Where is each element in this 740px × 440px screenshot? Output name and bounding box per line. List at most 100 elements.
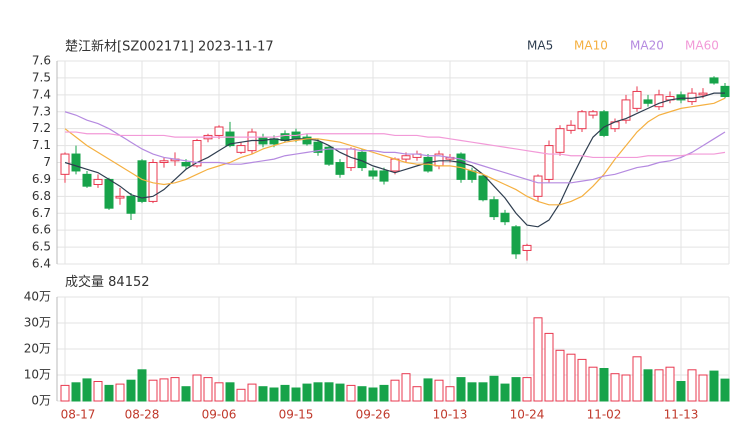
y-tick-label: 7.6: [32, 54, 51, 68]
candle-body: [60, 153, 70, 175]
volume-bar: [445, 386, 455, 402]
y-tick-label: 6.8: [32, 189, 51, 203]
y-tick-label: 40万: [24, 290, 51, 304]
y-tick-label: 6.6: [32, 223, 51, 237]
volume-bar: [225, 382, 235, 402]
candle-body: [654, 94, 664, 108]
y-tick-label: 7.1: [32, 138, 51, 152]
volume-bar: [588, 366, 598, 402]
candle-body: [555, 128, 565, 153]
candle-body: [698, 92, 708, 96]
candle-body: [192, 140, 202, 167]
candle-body: [489, 199, 499, 218]
candle-body: [368, 170, 378, 177]
y-tick-label: 6.4: [32, 257, 51, 271]
candle-body: [390, 158, 400, 172]
candle-body: [225, 131, 235, 147]
volume-bar: [192, 374, 202, 402]
candle-body: [577, 111, 587, 130]
x-tick-label: 09-15: [279, 408, 314, 422]
volume-bar: [577, 358, 587, 402]
volume-bar: [533, 317, 543, 402]
volume-bar: [335, 383, 345, 402]
candle-body: [159, 160, 169, 164]
volume-bar: [104, 384, 114, 402]
legend-label: MA20: [630, 39, 664, 53]
candle-body: [632, 90, 642, 109]
volume-bar: [643, 369, 653, 402]
y-tick-label: 10万: [24, 368, 51, 382]
candle-body: [115, 195, 125, 199]
volume-bar: [621, 374, 631, 402]
y-tick-label: 6.5: [32, 240, 51, 254]
volume-bar: [412, 386, 422, 402]
volume-bar: [467, 382, 477, 402]
volume-bar: [555, 349, 565, 402]
y-tick-label: 7.5: [32, 70, 51, 84]
y-tick-label: 20万: [24, 342, 51, 356]
y-tick-label: 30万: [24, 316, 51, 330]
chart-title: 楚江新材[SZ002171] 2023-11-17: [65, 39, 274, 55]
volume-bar: [566, 353, 576, 402]
volume-bar: [456, 377, 466, 402]
candle-body: [313, 141, 323, 153]
volume-bar: [269, 387, 279, 402]
candle-body: [478, 175, 488, 201]
volume-bar: [148, 379, 158, 402]
volume-bar: [390, 379, 400, 402]
volume-bar: [203, 377, 213, 402]
volume-bar: [159, 378, 169, 402]
volume-bar: [709, 370, 719, 402]
volume-bar: [302, 383, 312, 402]
volume-bar: [313, 382, 323, 402]
y-tick-label: 0万: [31, 394, 51, 408]
candle-body: [104, 178, 114, 209]
candle-body: [181, 162, 191, 167]
candle-body: [335, 162, 345, 175]
volume-bar: [324, 382, 334, 402]
volume-bar: [610, 373, 620, 402]
volume-bar: [126, 379, 136, 402]
candle-body: [214, 126, 224, 136]
x-tick-label: 09-26: [356, 408, 391, 422]
candle-body: [82, 173, 92, 187]
volume-bar: [698, 374, 708, 402]
volume-bar: [181, 386, 191, 402]
volume-bar: [654, 369, 664, 402]
candle-body: [500, 212, 510, 223]
volume-bar: [632, 356, 642, 402]
x-tick-label: 11-13: [664, 408, 699, 422]
volume-bar: [489, 375, 499, 402]
x-tick-label: 10-24: [510, 408, 545, 422]
volume-bar: [720, 378, 730, 402]
y-tick-label: 6.9: [32, 172, 51, 186]
y-tick-label: 6.7: [32, 206, 51, 220]
ma-line: [64, 97, 726, 206]
x-tick-label: 09-06: [202, 408, 237, 422]
volume-bar: [60, 384, 70, 402]
legend-label: MA10: [574, 39, 608, 53]
volume-bar: [170, 377, 180, 402]
candle-body: [236, 145, 246, 153]
candle-body: [709, 77, 719, 84]
volume-bar: [665, 366, 675, 402]
volume-latest: 84152: [108, 275, 149, 290]
volume-bar: [291, 387, 301, 402]
candle-body: [566, 124, 576, 131]
volume-bar: [434, 379, 444, 402]
candle-body: [720, 85, 730, 98]
volume-bar: [93, 381, 103, 402]
volume-bar: [214, 382, 224, 402]
volume-bar: [544, 332, 554, 402]
volume-bar: [82, 378, 92, 402]
legend-label: MA60: [685, 39, 719, 53]
volume-bar: [137, 369, 147, 402]
volume-bar: [478, 382, 488, 402]
volume-bar: [599, 368, 609, 402]
candle-body: [71, 153, 81, 172]
volume-bar: [346, 384, 356, 402]
volume-bar: [500, 383, 510, 402]
volume-bar: [236, 388, 246, 402]
x-tick-label: 08-28: [125, 408, 160, 422]
candle-body: [544, 145, 554, 180]
